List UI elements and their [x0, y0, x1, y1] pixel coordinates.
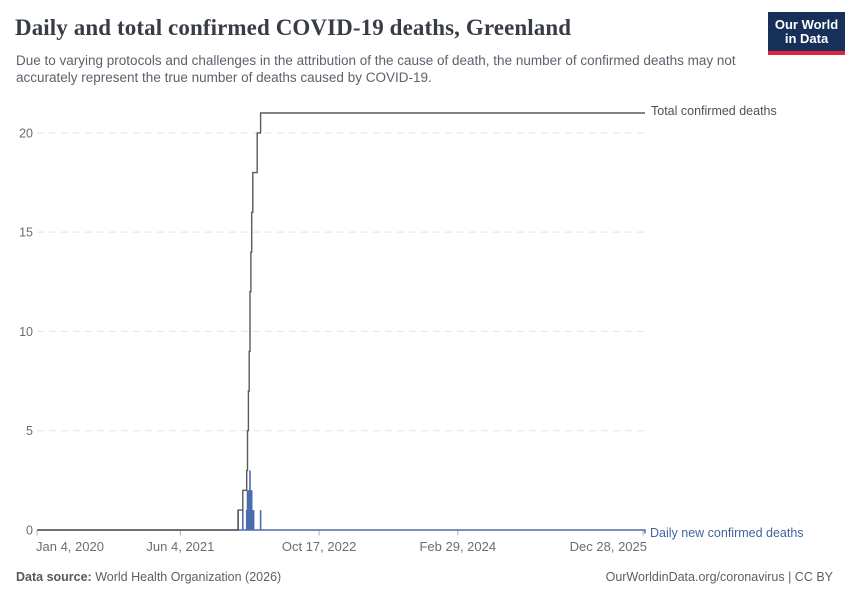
x-tick-label: Jun 4, 2021	[146, 539, 214, 554]
daily-deaths-bar	[246, 490, 249, 530]
owid-logo[interactable]: Our World in Data	[768, 12, 845, 55]
daily-deaths-line	[37, 529, 646, 534]
x-tick-label: Jan 4, 2020	[36, 539, 104, 554]
daily-deaths-bar	[251, 510, 254, 530]
chart-subtitle: Due to varying protocols and challenges …	[16, 53, 736, 85]
daily-deaths-bar	[259, 510, 262, 530]
y-tick-label: 10	[19, 325, 33, 339]
x-tick-label: Oct 17, 2022	[282, 539, 356, 554]
y-tick-label: 5	[26, 424, 33, 438]
x-tick-label: Feb 29, 2024	[419, 539, 496, 554]
y-tick-label: 20	[19, 126, 33, 140]
data-source-value: World Health Organization (2026)	[95, 570, 282, 584]
owid-logo-line1: Our World	[774, 16, 839, 32]
series-label-total-confirmed-deaths: Total confirmed deaths	[651, 104, 777, 118]
total-deaths-step-line	[37, 112, 645, 531]
page-title: Daily and total confirmed COVID-19 death…	[15, 15, 572, 40]
y-tick-label: 0	[26, 524, 33, 538]
daily-deaths-bar	[242, 510, 244, 530]
series-label-daily-new-confirmed-deaths: Daily new confirmed deaths	[650, 526, 804, 540]
daily-deaths-bar	[252, 510, 255, 530]
owid-logo-line2: in Data	[784, 30, 829, 46]
x-tick-label: Dec 28, 2025	[570, 539, 647, 554]
y-tick-label: 15	[19, 226, 33, 240]
credit-link[interactable]: OurWorldinData.org/coronavirus | CC BY	[605, 570, 833, 584]
data-source-note: Data source: World Health Organization (…	[16, 570, 281, 584]
data-source-label: Data source:	[16, 570, 92, 584]
